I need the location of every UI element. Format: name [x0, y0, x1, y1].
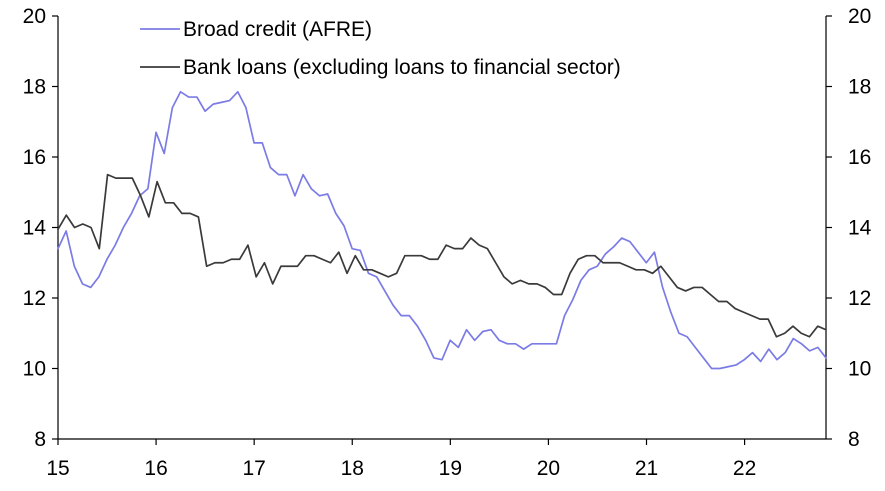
right-y-tick-label: 14 [848, 217, 872, 240]
right-y-tick-label: 18 [848, 76, 871, 99]
left-y-tick-label: 8 [34, 428, 46, 451]
x-tick-label: 19 [439, 457, 462, 480]
left-y-tick-label: 18 [23, 76, 46, 99]
right-y-tick-label: 10 [848, 358, 871, 381]
x-tick-label: 17 [242, 457, 265, 480]
right-y-tick-label: 16 [848, 146, 871, 169]
x-tick-label: 16 [144, 457, 167, 480]
x-tick-label: 22 [733, 457, 756, 480]
series-line-1 [57, 173, 827, 338]
x-tick-label: 20 [537, 457, 560, 480]
series-line-0 [57, 90, 827, 370]
left-y-tick-label: 20 [23, 5, 46, 28]
right-y-tick-label: 12 [848, 287, 871, 310]
x-tick-label: 15 [46, 457, 69, 480]
left-y-tick-label: 14 [23, 217, 47, 240]
series-lines [57, 90, 827, 370]
x-tick-label: 18 [341, 457, 364, 480]
x-tick-label: 21 [635, 457, 658, 480]
chart-axes: 8 8 10 10 12 12 14 14 16 16 18 18 20 20 15 16 17 18 19 20 21… [23, 5, 872, 480]
legend-label-1: Bank loans (excluding loans to financial… [183, 56, 621, 79]
left-y-tick-label: 10 [23, 358, 46, 381]
left-y-tick-label: 16 [23, 146, 46, 169]
right-y-tick-label: 20 [848, 5, 871, 28]
left-y-tick-label: 12 [23, 287, 46, 310]
legend-label-0: Broad credit (AFRE) [183, 18, 372, 41]
right-y-tick-label: 8 [848, 428, 860, 451]
legend: Broad credit (AFRE) Bank loans (excluding… [140, 18, 621, 79]
